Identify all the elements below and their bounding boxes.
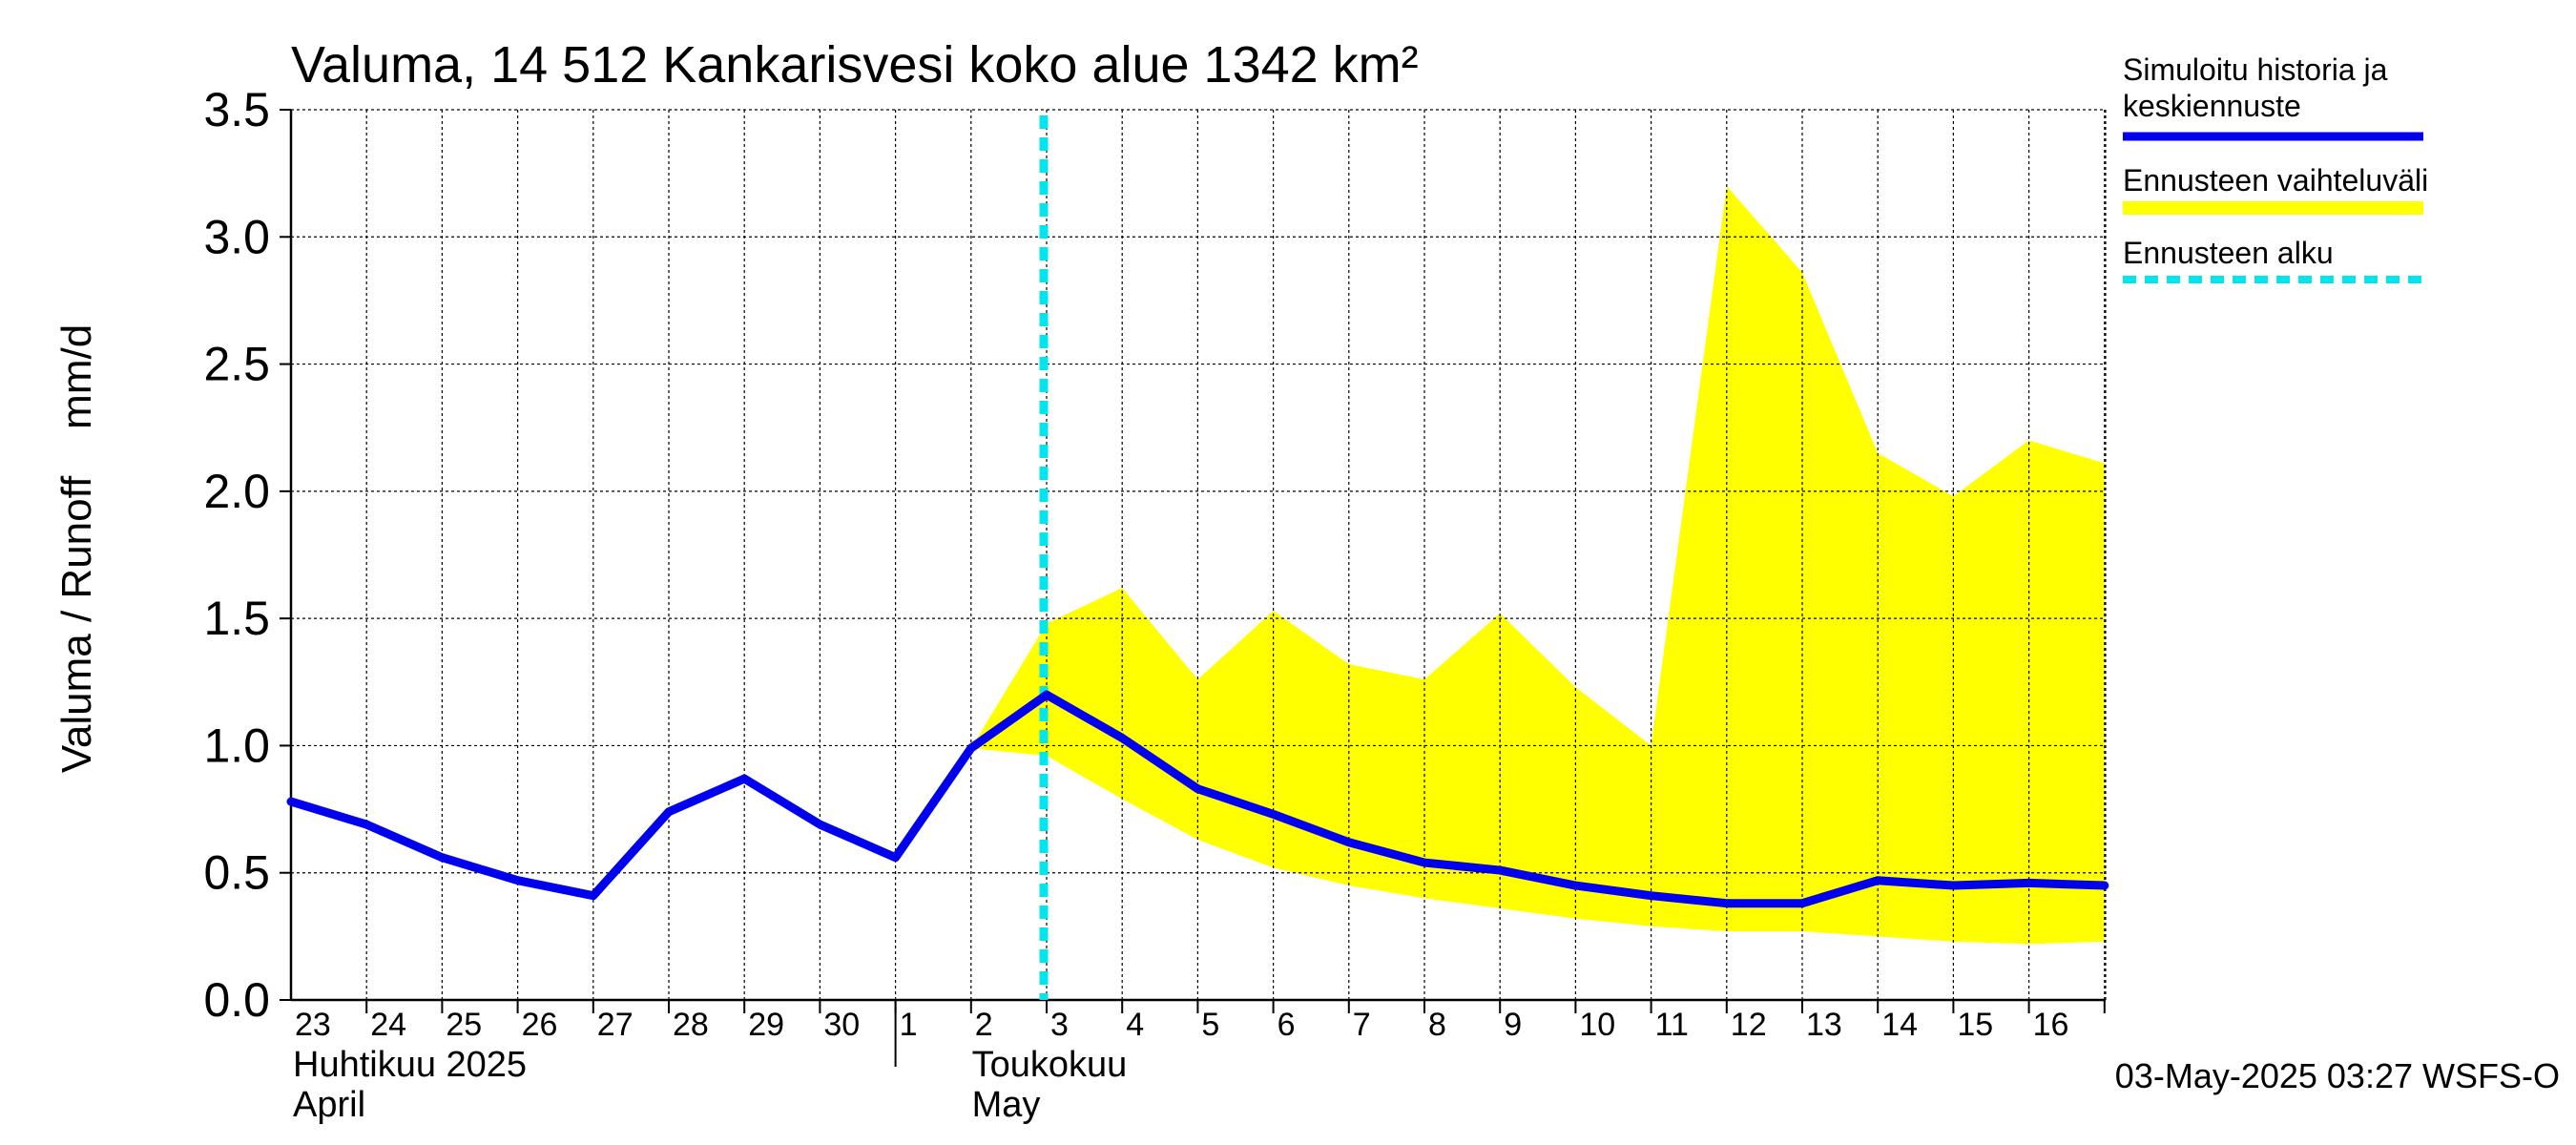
forecast-range-band-layer <box>970 185 2105 945</box>
x-day-label: 26 <box>522 1007 558 1043</box>
y-tick-label: 1.0 <box>203 718 270 772</box>
y-tick-label: 1.5 <box>203 592 270 645</box>
legend-label-median: Simuloitu historia ja <box>2123 52 2388 87</box>
month-label-fi: Huhtikuu 2025 <box>293 1045 527 1085</box>
legend-label-range: Ennusteen vaihteluväli <box>2123 163 2428 198</box>
forecast-range-band <box>970 185 2105 945</box>
text-layer: Valuma, 14 512 Kankarisvesi koko alue 13… <box>53 36 2560 1125</box>
y-tick-label: 2.5 <box>203 338 270 391</box>
x-day-label: 25 <box>446 1007 482 1043</box>
series-line-layer <box>286 115 2109 1000</box>
y-tick-label: 3.0 <box>203 210 270 263</box>
y-tick-label: 0.5 <box>203 846 270 900</box>
footer-timestamp: 03-May-2025 03:27 WSFS-O <box>2115 1056 2560 1095</box>
x-day-label: 16 <box>2033 1007 2069 1043</box>
axes-frame-layer <box>280 109 2107 1067</box>
x-day-label: 10 <box>1579 1007 1615 1043</box>
x-day-label: 15 <box>1957 1007 1993 1043</box>
x-day-label: 13 <box>1806 1007 1842 1043</box>
x-day-label: 2 <box>975 1007 993 1043</box>
x-day-label: 3 <box>1050 1007 1069 1043</box>
month-label-fi: Toukokuu <box>972 1045 1128 1085</box>
x-day-label: 14 <box>1881 1007 1918 1043</box>
x-day-label: 7 <box>1353 1007 1371 1043</box>
legend-label-median-cont: keskiennuste <box>2123 89 2301 123</box>
chart-title: Valuma, 14 512 Kankarisvesi koko alue 13… <box>291 36 1419 94</box>
month-label-en: April <box>293 1085 365 1125</box>
y-axis-label: Valuma / Runoff mm/d <box>53 324 100 773</box>
grid-layer <box>291 110 2106 1000</box>
x-day-label: 11 <box>1655 1007 1689 1043</box>
x-day-label: 6 <box>1278 1007 1296 1043</box>
x-day-label: 30 <box>823 1007 860 1043</box>
legend-label-forecast-start: Ennusteen alku <box>2123 236 2334 270</box>
y-tick-label: 2.0 <box>203 465 270 518</box>
y-tick-label: 0.0 <box>203 973 270 1027</box>
x-day-label: 4 <box>1126 1007 1144 1043</box>
simulated-median-line <box>286 690 2109 908</box>
x-day-label: 8 <box>1428 1007 1446 1043</box>
x-day-label: 24 <box>370 1007 406 1043</box>
x-day-label: 27 <box>597 1007 634 1043</box>
x-day-label: 29 <box>748 1007 784 1043</box>
x-day-label: 9 <box>1504 1007 1522 1043</box>
x-day-label: 23 <box>295 1007 331 1043</box>
x-day-label: 1 <box>900 1007 918 1043</box>
month-label-en: May <box>972 1085 1041 1125</box>
x-day-label: 5 <box>1201 1007 1219 1043</box>
x-day-label: 28 <box>673 1007 709 1043</box>
x-day-label: 12 <box>1731 1007 1767 1043</box>
y-tick-label: 3.5 <box>203 83 270 136</box>
